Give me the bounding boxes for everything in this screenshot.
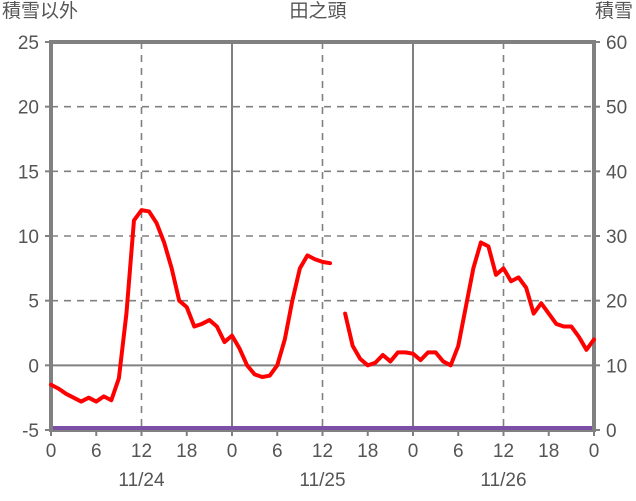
svg-text:6: 6 (272, 441, 283, 462)
grid-lines (51, 42, 594, 430)
svg-text:10: 10 (18, 227, 39, 248)
svg-text:30: 30 (606, 227, 627, 248)
svg-text:6: 6 (453, 441, 464, 462)
chart-title: 田之頭 (289, 1, 347, 22)
y-axis-right-labels: 0 10 20 30 40 50 60 (606, 33, 627, 442)
svg-text:11/24: 11/24 (118, 470, 165, 491)
svg-text:6: 6 (91, 441, 102, 462)
svg-text:20: 20 (18, 98, 39, 119)
svg-text:-5: -5 (22, 421, 39, 442)
y-axis-left-labels: -5 0 5 10 15 20 25 (18, 33, 39, 442)
svg-text:0: 0 (606, 421, 617, 442)
svg-text:11/25: 11/25 (299, 470, 345, 491)
svg-text:0: 0 (46, 441, 57, 462)
x-axis-labels: 0 6 12 18 0 6 12 18 0 6 12 18 0 (46, 441, 600, 462)
axis-ticks (45, 41, 600, 436)
svg-text:0: 0 (589, 441, 600, 462)
svg-text:50: 50 (606, 98, 627, 119)
x-axis-date-labels: 11/24 11/25 11/26 (118, 470, 526, 491)
left-axis-title: 積雪以外 (2, 1, 79, 22)
svg-text:12: 12 (493, 441, 514, 462)
svg-text:0: 0 (28, 356, 39, 377)
svg-text:12: 12 (312, 441, 333, 462)
right-axis-title: 積雪 (594, 1, 633, 22)
svg-text:5: 5 (28, 292, 39, 313)
svg-text:25: 25 (18, 33, 39, 54)
svg-text:20: 20 (606, 292, 627, 313)
svg-text:12: 12 (131, 441, 152, 462)
svg-text:0: 0 (227, 441, 238, 462)
svg-text:40: 40 (606, 162, 627, 183)
svg-text:10: 10 (606, 356, 627, 377)
svg-text:0: 0 (408, 441, 419, 462)
svg-text:11/26: 11/26 (480, 470, 526, 491)
svg-text:60: 60 (606, 33, 627, 54)
svg-text:15: 15 (18, 162, 39, 183)
series-non-snow-line (49, 208, 596, 404)
svg-text:18: 18 (357, 441, 378, 462)
svg-text:18: 18 (538, 441, 559, 462)
svg-text:18: 18 (176, 441, 197, 462)
